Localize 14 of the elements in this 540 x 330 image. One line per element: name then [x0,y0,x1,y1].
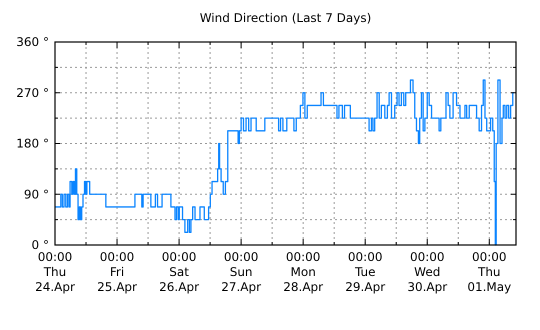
y-tick-label: 360 ° [16,35,49,49]
y-tick-label: 270 ° [16,86,49,100]
y-tick-label: 90 ° [24,187,49,202]
x-tick-label: 00:00 Mon 28.Apr [283,250,324,294]
y-tick-label: 0 ° [32,238,49,252]
x-tick-label: 00:00 Fri 25.Apr [97,250,138,294]
chart-title: Wind Direction (Last 7 Days) [200,11,372,25]
x-tick-label: 00:00 Tue 29.Apr [345,250,386,294]
x-tick-label: 00:00 Wed 30.Apr [407,250,448,294]
x-tick-label: 00:00 Sun 27.Apr [221,250,262,294]
x-tick-label: 00:00 Thu 24.Apr [35,250,75,294]
y-tick-label: 180 ° [16,136,49,150]
x-tick-label: 00:00 Thu 01.May [467,250,512,294]
x-tick-label: 00:00 Sat 26.Apr [159,250,200,294]
